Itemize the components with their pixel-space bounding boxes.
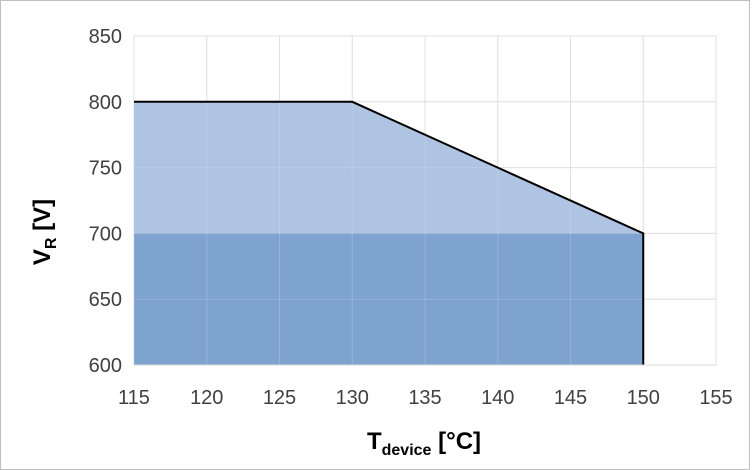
x-tick-labels: 115 120 125 130 135 140 145 150 155 xyxy=(118,387,733,409)
boundary-line xyxy=(134,100,645,365)
derating-chart: 600 650 700 750 800 850 115 120 125 130 135 140 145… xyxy=(29,26,733,459)
y-tick-labels: 600 650 700 750 800 850 xyxy=(89,26,122,377)
y-tick-850: 850 xyxy=(89,26,122,48)
x-tick-140: 140 xyxy=(481,387,514,409)
y-tick-800: 800 xyxy=(89,92,122,114)
y-tick-700: 700 xyxy=(89,223,122,245)
x-axis-title-unit: [°C] xyxy=(431,428,481,455)
x-axis-title: Tdevice [°C] xyxy=(367,428,481,459)
y-axis-title-main: V xyxy=(29,249,56,265)
x-tick-125: 125 xyxy=(263,387,296,409)
plot-areas xyxy=(133,35,717,366)
x-axis-title-sub: device xyxy=(382,442,432,459)
x-tick-115: 115 xyxy=(118,387,150,409)
y-tick-600: 600 xyxy=(89,355,122,377)
y-axis-title: VR [V] xyxy=(29,199,60,265)
y-tick-750: 750 xyxy=(89,158,122,180)
x-tick-120: 120 xyxy=(190,387,223,409)
y-tick-650: 650 xyxy=(89,289,122,311)
x-tick-155: 155 xyxy=(699,387,732,409)
area-series-2 xyxy=(134,233,644,365)
x-axis-title-main: T xyxy=(367,428,382,455)
y-axis-title-unit: [V] xyxy=(29,199,56,238)
x-tick-135: 135 xyxy=(408,387,441,409)
x-tick-150: 150 xyxy=(627,387,660,409)
x-tick-145: 145 xyxy=(554,387,587,409)
y-axis-title-sub: R xyxy=(43,237,60,249)
x-tick-130: 130 xyxy=(336,387,369,409)
